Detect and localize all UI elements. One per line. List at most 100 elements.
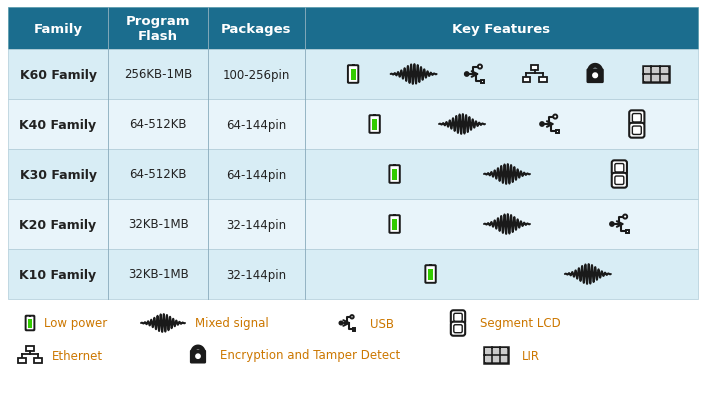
FancyBboxPatch shape <box>611 161 627 176</box>
FancyBboxPatch shape <box>25 316 35 330</box>
Bar <box>481 81 484 84</box>
Text: 64-512KB: 64-512KB <box>129 118 187 131</box>
Circle shape <box>465 73 469 77</box>
Bar <box>29 316 31 317</box>
Bar <box>8 50 698 100</box>
Text: 32KB-1MB: 32KB-1MB <box>128 218 189 231</box>
FancyBboxPatch shape <box>390 166 400 183</box>
FancyBboxPatch shape <box>369 116 380 133</box>
FancyBboxPatch shape <box>633 114 641 123</box>
Text: Family: Family <box>33 22 83 36</box>
FancyBboxPatch shape <box>348 66 359 83</box>
Bar <box>108 8 208 50</box>
Bar <box>373 115 376 117</box>
FancyBboxPatch shape <box>190 350 206 363</box>
Bar <box>531 66 539 71</box>
Bar <box>644 67 650 74</box>
Bar <box>305 8 698 50</box>
Circle shape <box>623 215 627 219</box>
Text: 32KB-1MB: 32KB-1MB <box>128 268 189 281</box>
FancyBboxPatch shape <box>451 311 465 325</box>
Bar <box>26 347 34 351</box>
Bar <box>35 358 42 363</box>
Bar <box>8 150 698 199</box>
Text: 32-144pin: 32-144pin <box>227 218 287 231</box>
Text: Mixed signal: Mixed signal <box>195 317 269 330</box>
Bar <box>8 8 108 50</box>
Bar <box>485 356 491 362</box>
FancyBboxPatch shape <box>454 325 462 333</box>
Bar <box>661 67 668 74</box>
Bar <box>522 78 530 83</box>
Text: LIR: LIR <box>522 349 540 362</box>
Bar <box>493 356 499 362</box>
Bar <box>644 76 650 82</box>
Text: Encryption and Tamper Detect: Encryption and Tamper Detect <box>220 349 400 362</box>
Bar <box>208 8 305 50</box>
Bar <box>372 120 377 131</box>
FancyBboxPatch shape <box>629 123 645 138</box>
Circle shape <box>593 74 597 78</box>
Bar <box>429 265 432 266</box>
Bar <box>352 65 354 67</box>
FancyBboxPatch shape <box>587 69 604 84</box>
Bar <box>428 269 433 280</box>
Text: 64-512KB: 64-512KB <box>129 168 187 181</box>
Circle shape <box>196 354 201 358</box>
Text: K30 Family: K30 Family <box>20 168 97 181</box>
Bar <box>626 230 629 234</box>
Text: USB: USB <box>370 317 394 330</box>
Text: Program
Flash: Program Flash <box>126 15 191 43</box>
Bar <box>501 348 507 354</box>
FancyBboxPatch shape <box>629 111 645 126</box>
Bar <box>485 348 491 354</box>
Bar <box>393 215 396 216</box>
Text: K20 Family: K20 Family <box>20 218 97 231</box>
Text: 32-144pin: 32-144pin <box>227 268 287 281</box>
Bar <box>8 100 698 150</box>
Text: 64-144pin: 64-144pin <box>227 118 287 131</box>
Bar <box>652 76 659 82</box>
Text: Low power: Low power <box>44 317 107 330</box>
FancyBboxPatch shape <box>633 127 641 135</box>
FancyBboxPatch shape <box>615 177 624 185</box>
Text: Key Features: Key Features <box>453 22 551 36</box>
Text: Segment LCD: Segment LCD <box>480 317 561 330</box>
FancyBboxPatch shape <box>390 216 400 233</box>
Text: K60 Family: K60 Family <box>20 68 97 81</box>
Bar <box>393 165 396 166</box>
Circle shape <box>350 316 354 319</box>
Bar <box>493 348 499 354</box>
Bar <box>501 356 507 362</box>
Bar <box>652 67 659 74</box>
Circle shape <box>339 321 343 325</box>
Bar <box>8 199 698 249</box>
Text: 256KB-1MB: 256KB-1MB <box>124 68 192 81</box>
FancyBboxPatch shape <box>611 173 627 188</box>
FancyBboxPatch shape <box>425 266 436 283</box>
Circle shape <box>478 65 482 69</box>
Bar <box>392 219 397 230</box>
Circle shape <box>540 123 544 127</box>
Bar <box>661 76 668 82</box>
FancyBboxPatch shape <box>615 164 624 173</box>
Circle shape <box>610 222 614 227</box>
FancyBboxPatch shape <box>451 322 465 336</box>
Bar <box>28 319 32 328</box>
Bar <box>556 131 559 134</box>
Bar <box>18 358 25 363</box>
Bar <box>392 169 397 181</box>
Bar <box>352 328 355 331</box>
Bar <box>350 70 356 81</box>
Text: K10 Family: K10 Family <box>20 268 97 281</box>
Bar <box>539 78 546 83</box>
Text: K40 Family: K40 Family <box>20 118 97 131</box>
Text: 100-256pin: 100-256pin <box>222 68 290 81</box>
Circle shape <box>554 115 557 119</box>
Text: Ethernet: Ethernet <box>52 349 103 362</box>
Bar <box>642 66 669 83</box>
Bar <box>484 347 508 363</box>
Bar <box>8 249 698 299</box>
Text: Packages: Packages <box>221 22 292 36</box>
Text: 64-144pin: 64-144pin <box>227 168 287 181</box>
